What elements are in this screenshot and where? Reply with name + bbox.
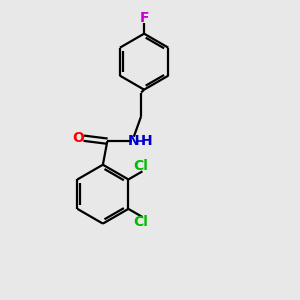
Text: Cl: Cl: [134, 159, 148, 173]
Text: O: O: [73, 130, 84, 145]
Text: H: H: [141, 134, 153, 148]
Text: N: N: [128, 134, 140, 148]
Text: F: F: [140, 11, 149, 25]
Text: Cl: Cl: [134, 215, 148, 229]
